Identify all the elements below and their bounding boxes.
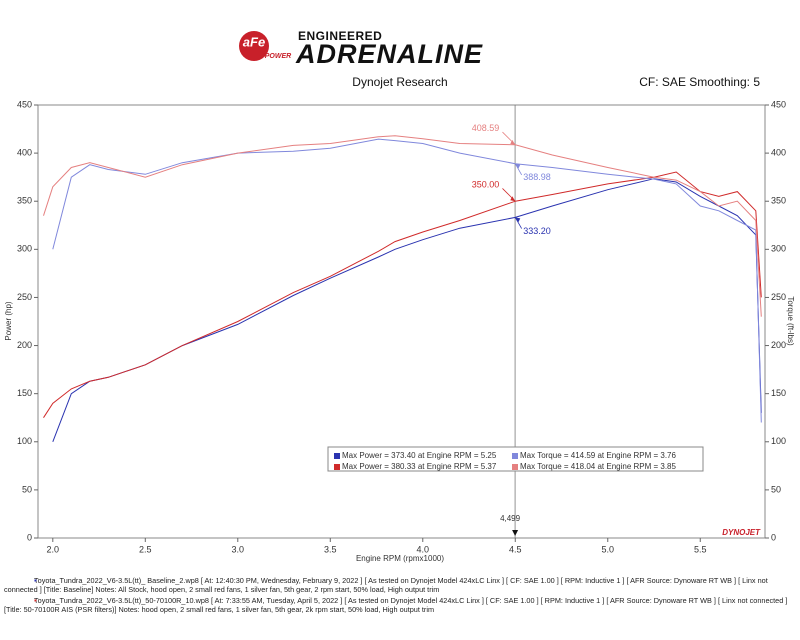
y2-tick-label: 150: [771, 388, 786, 398]
x-tick-label: 4.0: [417, 544, 430, 554]
legend-label: Max Torque = 418.04 at Engine RPM = 3.85: [520, 462, 677, 471]
y-tick-label: 100: [17, 436, 32, 446]
value-label: 408.59: [472, 123, 500, 133]
y-tick-label: 350: [17, 196, 32, 206]
series-line: [43, 171, 762, 418]
y-axis-title: Power (hp): [4, 301, 13, 340]
run-note: ▪ Toyota_Tundra_2022_V6-3.5L(tt)_50-70100…: [4, 596, 788, 614]
y-tick-label: 400: [17, 147, 32, 157]
legend-label: Max Power = 380.33 at Engine RPM = 5.37: [342, 462, 497, 471]
label-arrow: [515, 163, 521, 169]
y2-tick-label: 200: [771, 340, 786, 350]
legend-swatch: [334, 464, 340, 470]
legend-label: Max Torque = 414.59 at Engine RPM = 3.76: [520, 451, 677, 460]
y-tick-label: 50: [22, 484, 32, 494]
x-tick-label: 3.0: [232, 544, 245, 554]
footer: ▪ Toyota_Tundra_2022_V6-3.5L(tt)_ Baselin…: [4, 576, 796, 614]
x-axis-title: Engine RPM (rpmx1000): [356, 554, 444, 563]
series-line: [43, 135, 762, 317]
y2-tick-label: 300: [771, 244, 786, 254]
x-tick-label: 5.5: [694, 544, 707, 554]
value-label: 388.98: [523, 172, 551, 182]
y2-tick-label: 0: [771, 532, 776, 542]
legend-swatch: [512, 453, 518, 459]
dynojet-mark: DYNOJET: [722, 528, 761, 537]
run-note: ▪ Toyota_Tundra_2022_V6-3.5L(tt)_ Baselin…: [4, 576, 768, 594]
chart: aFe POWER ENGINEERED ADRENALINE Dynojet …: [4, 29, 795, 563]
y2-tick-label: 450: [771, 99, 786, 109]
logo-badge: [239, 31, 269, 61]
source: Dynojet Research: [352, 75, 447, 89]
x-tick-label: 3.5: [324, 544, 337, 554]
x-tick-label: 2.5: [139, 544, 152, 554]
brand: ADRENALINE: [295, 39, 483, 69]
logo: aFe: [243, 34, 265, 49]
y2-tick-label: 100: [771, 436, 786, 446]
y2-tick-label: 250: [771, 292, 786, 302]
x-tick-label: 2.0: [47, 544, 60, 554]
cursor-pointer: [512, 530, 519, 536]
y2-tick-label: 350: [771, 196, 786, 206]
legend-swatch: [334, 453, 340, 459]
run-text: Toyota_Tundra_2022_V6-3.5L(tt)_ Baseline…: [4, 576, 768, 594]
y2-axis-title: Torque (ft-lbs): [786, 296, 795, 346]
logo-sub: POWER: [265, 53, 291, 60]
label-leader: [514, 163, 523, 176]
y-tick-label: 300: [17, 244, 32, 254]
value-label: 350.00: [472, 180, 500, 190]
y2-tick-label: 50: [771, 484, 781, 494]
series-line: [52, 138, 762, 423]
y-tick-label: 450: [17, 99, 32, 109]
label-arrow: [510, 139, 516, 145]
y-tick-label: 150: [17, 388, 32, 398]
legend-label: Max Power = 373.40 at Engine RPM = 5.25: [342, 451, 497, 460]
value-label: 333.20: [523, 226, 551, 236]
cursor-label: 4,499: [500, 514, 521, 523]
y-tick-label: 250: [17, 292, 32, 302]
x-tick-label: 5.0: [602, 544, 615, 554]
run-text: Toyota_Tundra_2022_V6-3.5L(tt)_50-70100R…: [4, 596, 788, 614]
y-tick-label: 0: [27, 532, 32, 542]
x-tick-label: 4.5: [509, 544, 522, 554]
settings: CF: SAE Smoothing: 5: [639, 75, 760, 89]
y-tick-label: 200: [17, 340, 32, 350]
label-leader: [514, 217, 523, 229]
plot-frame: [37, 104, 766, 539]
label-arrow: [510, 196, 516, 202]
label-arrow: [515, 217, 521, 223]
tagline: ENGINEERED: [298, 29, 382, 43]
y2-tick-label: 400: [771, 147, 786, 157]
legend-swatch: [512, 464, 518, 470]
